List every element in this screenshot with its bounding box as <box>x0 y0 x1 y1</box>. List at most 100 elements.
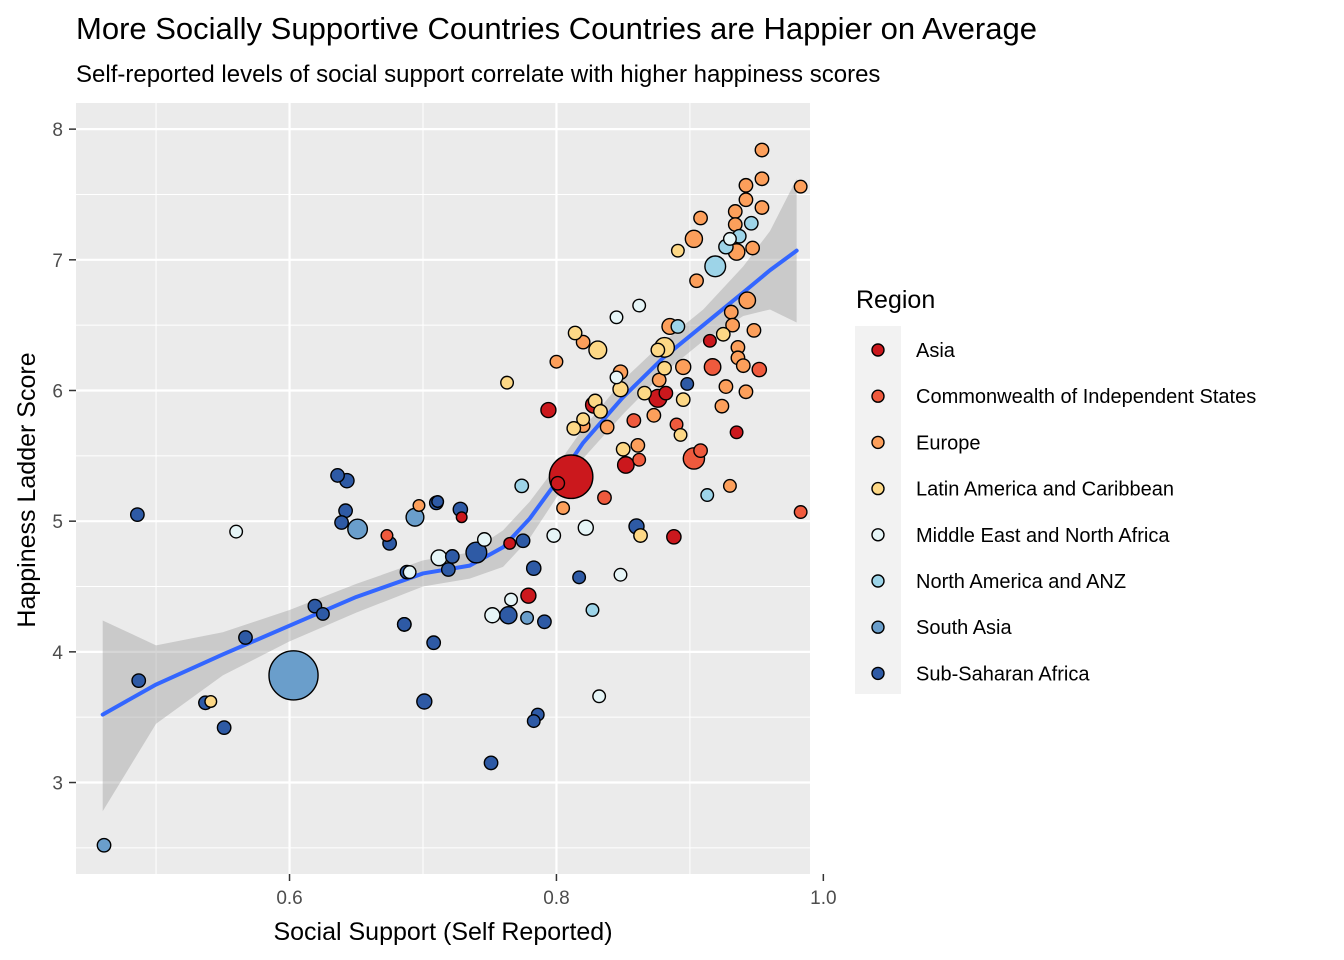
data-point-south-asia <box>520 610 535 625</box>
y-tick-label: 7 <box>52 251 63 272</box>
x-tick-label: 1.0 <box>810 888 836 909</box>
data-point-latin-america-and-caribbean <box>500 375 515 390</box>
data-point-middle-east-and-north-africa <box>613 567 628 582</box>
data-point-europe <box>735 358 751 374</box>
data-point-commonwealth-of-independent-states <box>703 358 722 376</box>
data-point-europe <box>684 229 704 249</box>
data-point-asia <box>666 529 682 545</box>
data-point-sub-saharan-africa <box>680 376 695 391</box>
data-point-europe <box>599 419 615 435</box>
x-axis-title: Social Support (Self Reported) <box>273 918 612 946</box>
data-point-sub-saharan-africa <box>334 515 349 530</box>
legend-items: Asia Commonwealth of Independent States Eu… <box>871 340 1256 685</box>
data-point-sub-saharan-africa <box>526 714 541 729</box>
data-point-latin-america-and-caribbean <box>576 412 591 427</box>
data-point-europe <box>575 334 591 350</box>
data-point-middle-east-and-north-africa <box>504 592 519 607</box>
data-point-commonwealth-of-independent-states <box>793 505 808 519</box>
data-point-middle-east-and-north-africa <box>476 532 492 547</box>
data-point-commonwealth-of-independent-states <box>626 413 642 428</box>
data-point-sub-saharan-africa <box>396 616 412 632</box>
data-point-europe <box>738 291 757 310</box>
data-point-europe <box>630 437 646 453</box>
data-point-sub-saharan-africa <box>416 693 433 710</box>
data-point-europe <box>714 398 730 414</box>
x-tick-label: 0.8 <box>543 888 569 909</box>
data-point-north-america-and-anz <box>743 215 759 231</box>
data-point-europe <box>725 317 741 333</box>
data-point-latin-america-and-caribbean <box>567 325 583 341</box>
legend-swatch-latin-america-and-caribbean <box>871 481 885 496</box>
data-point-asia <box>455 511 468 524</box>
data-point-sub-saharan-africa <box>465 541 488 564</box>
data-point-sub-saharan-africa <box>515 533 531 549</box>
legend-swatch-south-asia <box>871 620 885 634</box>
data-point-north-america-and-anz <box>670 319 686 334</box>
y-tick-label: 5 <box>52 512 63 533</box>
legend-label-europe: Europe <box>916 432 981 454</box>
data-point-europe <box>412 498 426 512</box>
data-point-europe <box>723 304 739 320</box>
data-point-asia <box>540 401 557 419</box>
legend: Region Asia Commonwealth of Independent S… <box>855 286 1256 694</box>
legend-key-background <box>855 326 901 694</box>
data-point-sub-saharan-africa <box>431 495 445 509</box>
data-point-latin-america-and-caribbean <box>670 243 685 258</box>
legend-label-commonwealth-of-independent-states: Commonwealth of Independent States <box>916 386 1256 408</box>
data-point-commonwealth-of-independent-states <box>751 361 768 378</box>
data-point-latin-america-and-caribbean <box>673 427 688 442</box>
data-point-latin-america-and-caribbean <box>633 528 648 543</box>
data-point-europe <box>549 354 564 369</box>
data-point-latin-america-and-caribbean <box>593 403 608 419</box>
data-point-middle-east-and-north-africa <box>632 298 647 313</box>
data-point-europe <box>727 204 743 219</box>
data-point-asia <box>729 425 744 440</box>
data-point-sub-saharan-africa <box>129 507 145 523</box>
legend-title: Region <box>856 286 935 314</box>
y-tick-label: 3 <box>52 774 63 795</box>
legend-label-middle-east-and-north-africa: Middle East and North Africa <box>916 525 1170 547</box>
legend-swatch-north-america-and-anz <box>871 574 885 588</box>
legend-swatch-europe <box>871 435 885 450</box>
data-point-latin-america-and-caribbean <box>566 420 582 436</box>
data-point-asia <box>520 587 537 604</box>
data-point-commonwealth-of-independent-states <box>597 490 612 506</box>
data-point-europe <box>738 177 754 193</box>
data-point-middle-east-and-north-africa <box>722 231 737 246</box>
legend-swatch-commonwealth-of-independent-states <box>871 389 885 403</box>
data-point-europe <box>722 478 737 493</box>
data-point-asia <box>616 456 635 474</box>
data-point-commonwealth-of-independent-states <box>632 452 647 467</box>
data-point-middle-east-and-north-africa <box>484 607 501 624</box>
data-point-latin-america-and-caribbean <box>204 694 218 709</box>
data-point-latin-america-and-caribbean <box>650 342 666 358</box>
data-point-commonwealth-of-independent-states <box>380 529 394 543</box>
data-point-latin-america-and-caribbean <box>588 340 608 360</box>
data-point-europe <box>675 358 692 376</box>
data-point-north-america-and-anz <box>704 255 727 278</box>
data-point-asia <box>658 385 674 401</box>
data-point-sub-saharan-africa <box>131 673 147 689</box>
data-point-asia <box>503 536 517 550</box>
data-point-europe <box>745 240 761 256</box>
chart-subtitle: Self-reported levels of social support c… <box>76 61 880 88</box>
data-point-europe <box>689 273 704 289</box>
data-point-latin-america-and-caribbean <box>657 360 672 376</box>
legend-label-sub-saharan-africa: Sub-Saharan Africa <box>916 663 1090 685</box>
data-point-sub-saharan-africa <box>572 570 587 585</box>
data-point-sub-saharan-africa <box>444 549 460 564</box>
data-point-middle-east-and-north-africa <box>577 519 594 536</box>
chart-title: More Socially Supportive Countries Count… <box>76 11 1037 46</box>
data-point-europe <box>738 384 754 400</box>
data-point-south-asia <box>268 650 319 701</box>
data-point-europe <box>746 322 762 338</box>
data-point-middle-east-and-north-africa <box>229 524 244 539</box>
data-point-asia <box>702 333 717 348</box>
data-point-sub-saharan-africa <box>426 635 442 651</box>
x-tick-label: 0.6 <box>276 888 302 909</box>
data-point-middle-east-and-north-africa <box>402 565 417 580</box>
legend-label-asia: Asia <box>916 340 956 362</box>
legend-swatch-sub-saharan-africa <box>871 666 885 681</box>
